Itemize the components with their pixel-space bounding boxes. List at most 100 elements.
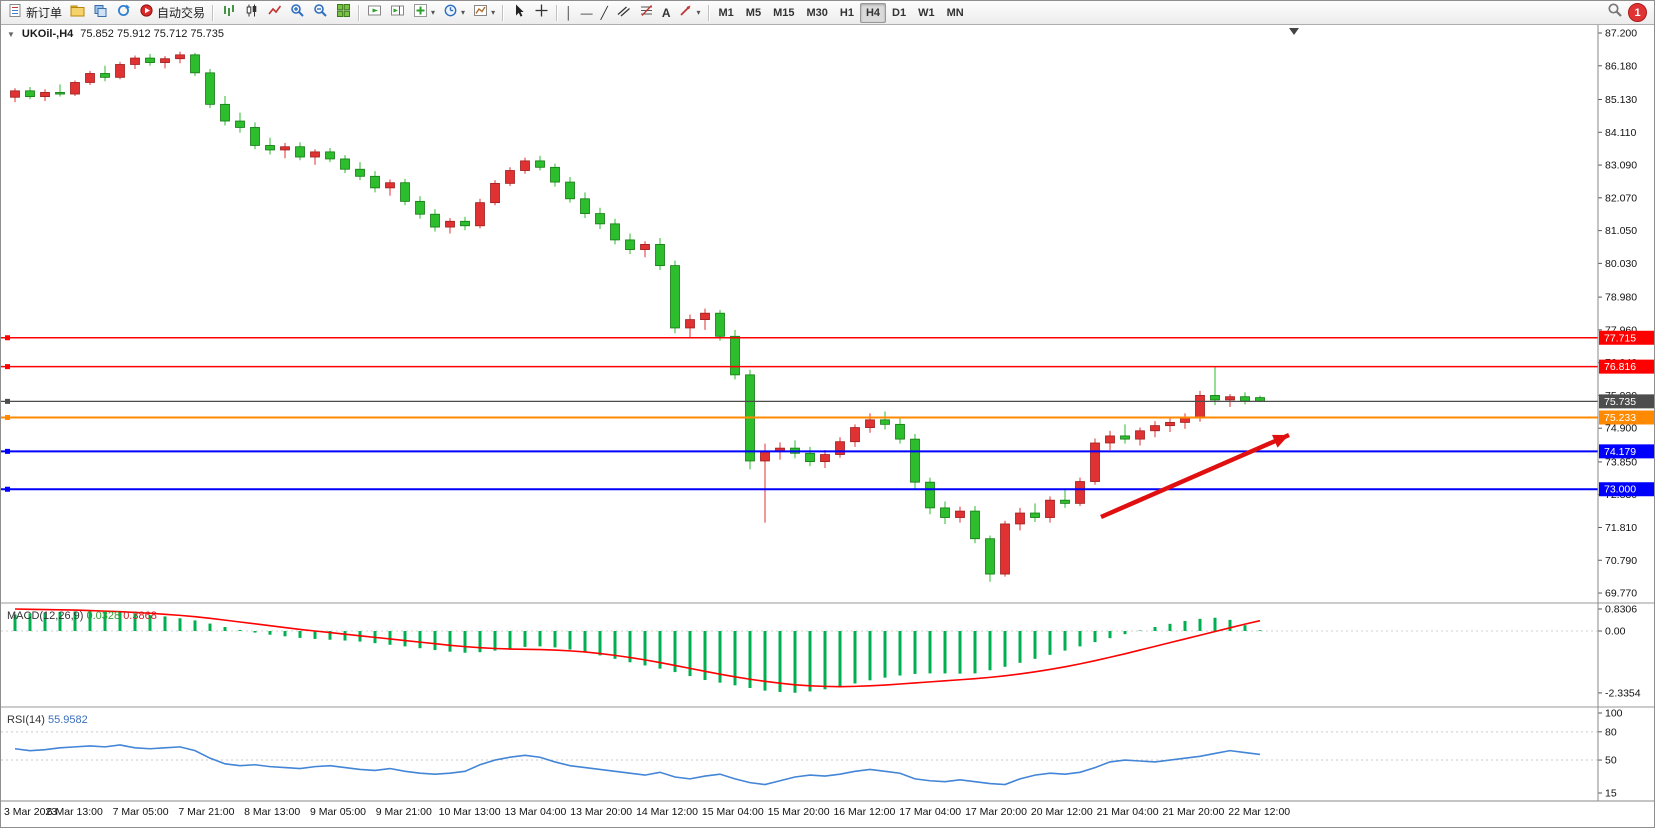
svg-text:73.850: 73.850 (1605, 456, 1637, 468)
cursor-icon (511, 3, 526, 23)
chart-shift-button[interactable] (386, 2, 409, 24)
svg-text:81.050: 81.050 (1605, 225, 1637, 237)
timeframe-d1[interactable]: D1 (892, 6, 907, 19)
timeframe-h4[interactable]: H4 (859, 2, 886, 23)
svg-text:3 Mar 2023: 3 Mar 2023 (4, 806, 57, 818)
svg-text:15: 15 (1605, 787, 1617, 799)
timeframe-m5[interactable]: M5 (745, 6, 762, 19)
indicator-guide-lines (1, 630, 1598, 761)
timeframe-m30[interactable]: M30 (806, 6, 828, 19)
macd-signal-line (14, 608, 1261, 688)
chart-shift-marker[interactable] (1289, 28, 1299, 35)
vertical-line-tool-button[interactable]: │ (561, 2, 577, 24)
new-order-icon (8, 3, 23, 23)
vertical-line-icon: │ (565, 5, 573, 20)
chart-canvas[interactable]: 87.200 86.180 85.130 84.110 83.090 82.070 81.0… (1, 25, 1655, 828)
market-watch-button[interactable] (89, 2, 112, 24)
refresh-icon (116, 3, 131, 23)
pane-separators[interactable] (1, 25, 1655, 802)
zoom-out-button[interactable] (309, 2, 332, 24)
zoom-out-icon (313, 3, 328, 23)
svg-text:84.110: 84.110 (1605, 127, 1636, 139)
indicators-button[interactable]: ▾ (409, 2, 439, 24)
templates-button[interactable]: ▾ (469, 2, 499, 24)
svg-text:0.8306: 0.8306 (1605, 603, 1637, 615)
macd-histogram (13, 611, 1262, 693)
toolbar-separator (212, 4, 215, 21)
svg-text:22 Mar 12:00: 22 Mar 12:00 (1228, 806, 1290, 818)
ohlc-values: 75.852 75.912 75.712 75.735 (80, 28, 225, 40)
timeframe-m15[interactable]: M15 (773, 6, 795, 19)
fibonacci-tool-button[interactable] (635, 2, 658, 24)
svg-text:71.810: 71.810 (1605, 522, 1637, 534)
rsi-line (14, 744, 1261, 786)
crosshair-button[interactable] (530, 2, 553, 24)
chart-shift-icon (390, 3, 405, 23)
crosshair-icon (534, 3, 549, 23)
svg-text:70.790: 70.790 (1605, 555, 1637, 567)
svg-text:69.770: 69.770 (1605, 588, 1637, 600)
arrows-tool-button[interactable]: ▾ (674, 2, 704, 24)
svg-text:7 Mar 21:00: 7 Mar 21:00 (178, 806, 234, 818)
toolbar-separator (358, 4, 361, 21)
notification-badge[interactable]: 1 (1628, 3, 1647, 22)
new-order-button[interactable]: 新订单 (4, 2, 66, 24)
chart-window: ▼ UKOil-,H4 75.852 75.912 75.712 75.735 … (1, 25, 1655, 828)
svg-text:82.070: 82.070 (1605, 192, 1637, 204)
horizontal-level-lines[interactable] (1, 335, 1598, 492)
timeframe-w1[interactable]: W1 (918, 6, 935, 19)
svg-text:6 Mar 13:00: 6 Mar 13:00 (47, 806, 103, 818)
timeframe-m1[interactable]: M1 (718, 6, 734, 19)
horizontal-line-tool-button[interactable]: — (577, 2, 597, 24)
toolbar-separator (556, 4, 559, 21)
cursor-button[interactable] (507, 2, 530, 24)
timeframe-mn[interactable]: MN (946, 6, 964, 19)
template-icon (473, 3, 488, 23)
svg-text:76.816: 76.816 (1604, 361, 1636, 373)
price-axis[interactable]: 87.200 86.180 85.130 84.110 83.090 82.070 81.0… (1598, 28, 1637, 600)
svg-text:75.735: 75.735 (1604, 396, 1636, 408)
svg-text:21 Mar 04:00: 21 Mar 04:00 (1097, 806, 1159, 818)
svg-text:MACD(12,26,9) 0.0328 0.3868: MACD(12,26,9) 0.0328 0.3868 (7, 610, 157, 622)
periods-button[interactable]: ▾ (439, 2, 469, 24)
svg-text:77.715: 77.715 (1604, 332, 1636, 344)
search-icon[interactable] (1607, 2, 1623, 23)
candlestick-chart-icon (244, 3, 259, 23)
channel-tool-button[interactable] (612, 2, 635, 24)
channel-icon (616, 3, 631, 23)
line-chart-button[interactable] (263, 2, 286, 24)
candlesticks (10, 51, 1265, 582)
trendline-tool-button[interactable]: ╱ (597, 2, 612, 24)
collapse-icon[interactable]: ▼ (7, 30, 15, 39)
bar-chart-button[interactable] (217, 2, 240, 24)
timeframe-h1[interactable]: H1 (839, 6, 854, 19)
tile-windows-button[interactable] (332, 2, 355, 24)
svg-text:15 Mar 20:00: 15 Mar 20:00 (768, 806, 830, 818)
chart-title-bar: ▼ UKOil-,H4 75.852 75.912 75.712 75.735 (7, 28, 224, 40)
svg-text:10 Mar 13:00: 10 Mar 13:00 (439, 806, 501, 818)
trend-arrow[interactable] (1100, 432, 1290, 520)
profiles-button[interactable] (66, 2, 89, 24)
toolbar: 新订单 自动交易 (1, 1, 1654, 25)
svg-text:20 Mar 12:00: 20 Mar 12:00 (1031, 806, 1093, 818)
candlestick-chart-button[interactable] (240, 2, 263, 24)
svg-text:78.980: 78.980 (1605, 292, 1637, 304)
clock-icon (443, 3, 458, 23)
autotrading-button[interactable]: 自动交易 (135, 2, 209, 24)
indicators-plus-icon (413, 3, 428, 23)
svg-text:RSI(14) 55.9582: RSI(14) 55.9582 (7, 714, 88, 726)
svg-text:86.180: 86.180 (1605, 60, 1637, 72)
indicator-axis[interactable]: 0.8306 0.00 -2.3354 100 80 50 15 (1598, 603, 1641, 799)
svg-text:17 Mar 20:00: 17 Mar 20:00 (965, 806, 1027, 818)
autotrading-label: 自动交易 (157, 6, 206, 20)
line-chart-icon (267, 3, 282, 23)
dropdown-caret: ▾ (461, 7, 466, 17)
auto-scroll-button[interactable] (363, 2, 386, 24)
refresh-button[interactable] (112, 2, 135, 24)
text-tool-button[interactable]: A (658, 2, 675, 24)
zoom-in-button[interactable] (286, 2, 309, 24)
svg-text:15 Mar 04:00: 15 Mar 04:00 (702, 806, 764, 818)
svg-text:80.030: 80.030 (1605, 258, 1637, 270)
